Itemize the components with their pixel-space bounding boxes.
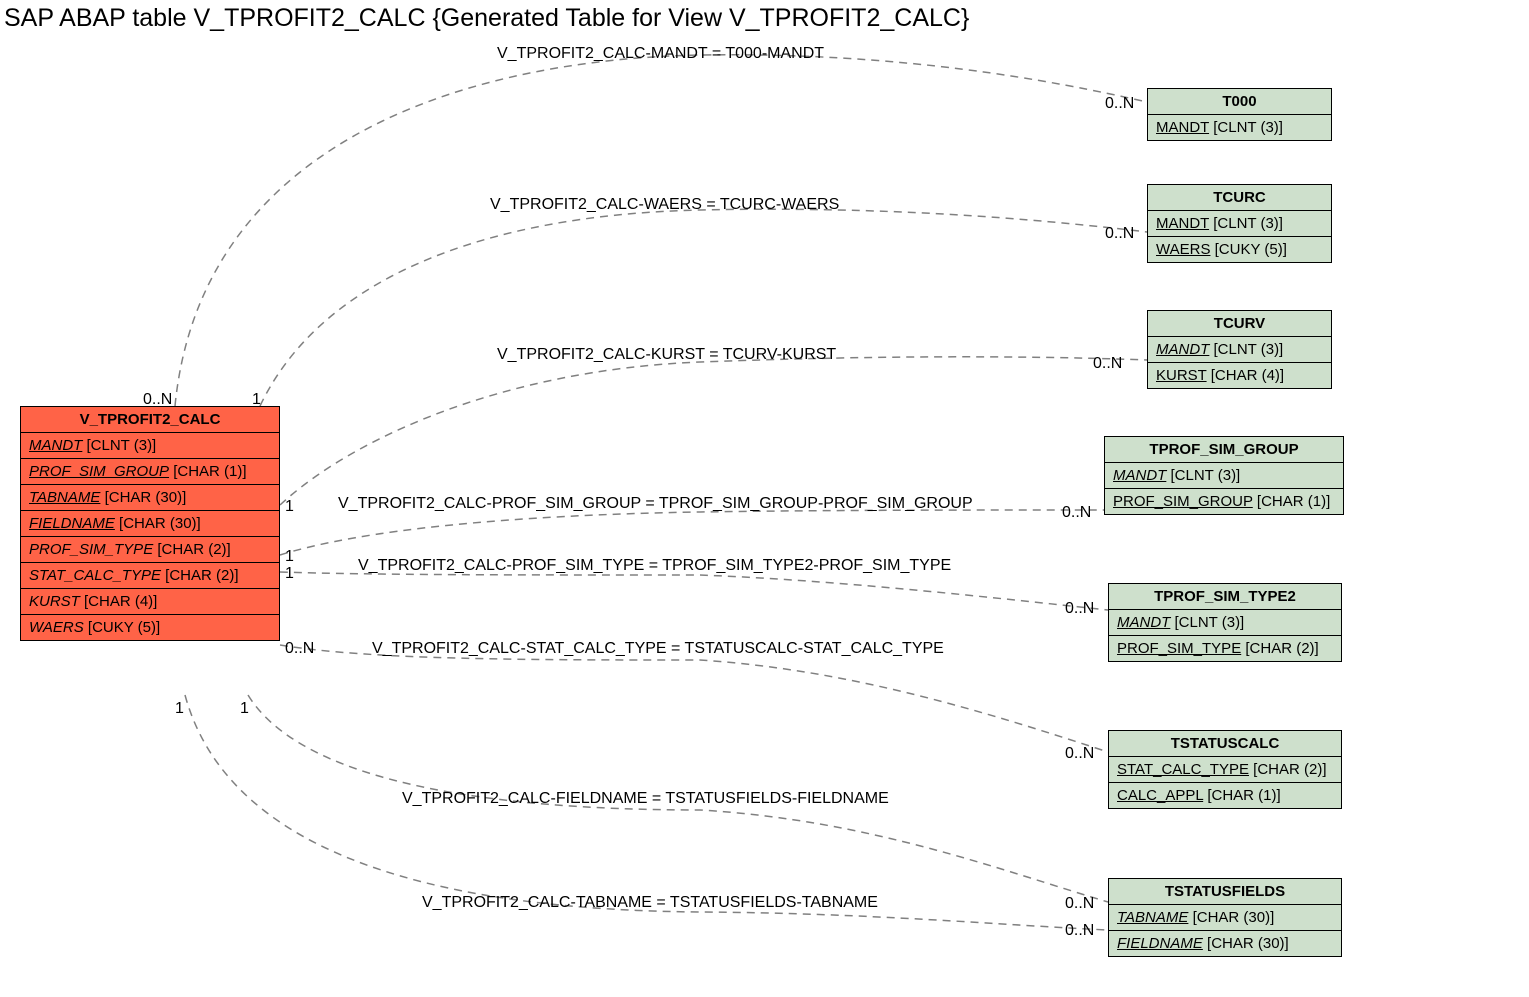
- table-field: PROF_SIM_GROUP [CHAR (1)]: [1105, 489, 1343, 514]
- table-field: STAT_CALC_TYPE [CHAR (2)]: [1109, 757, 1341, 783]
- table-field: MANDT [CLNT (3)]: [21, 433, 279, 459]
- edge-label: V_TPROFIT2_CALC-PROF_SIM_TYPE = TPROF_SI…: [358, 557, 951, 575]
- table-field: KURST [CHAR (4)]: [21, 589, 279, 615]
- cardinality-label: 1: [285, 548, 294, 566]
- ref-table-tsc: TSTATUSCALCSTAT_CALC_TYPE [CHAR (2)]CALC…: [1108, 730, 1342, 809]
- table-field: TABNAME [CHAR (30)]: [1109, 905, 1341, 931]
- cardinality-label: 0..N: [1065, 745, 1094, 763]
- edge-label: V_TPROFIT2_CALC-WAERS = TCURC-WAERS: [490, 196, 839, 214]
- table-field: MANDT [CLNT (3)]: [1148, 115, 1331, 140]
- table-field: MANDT [CLNT (3)]: [1105, 463, 1343, 489]
- main-table: V_TPROFIT2_CALCMANDT [CLNT (3)]PROF_SIM_…: [20, 406, 280, 641]
- table-field: FIELDNAME [CHAR (30)]: [21, 511, 279, 537]
- cardinality-label: 0..N: [1065, 922, 1094, 940]
- table-field: STAT_CALC_TYPE [CHAR (2)]: [21, 563, 279, 589]
- cardinality-label: 0..N: [1105, 225, 1134, 243]
- table-header: T000: [1148, 89, 1331, 115]
- ref-table-tcurc: TCURCMANDT [CLNT (3)]WAERS [CUKY (5)]: [1147, 184, 1332, 263]
- edge-label: V_TPROFIT2_CALC-STAT_CALC_TYPE = TSTATUS…: [372, 640, 944, 658]
- table-field: MANDT [CLNT (3)]: [1148, 337, 1331, 363]
- cardinality-label: 0..N: [1105, 95, 1134, 113]
- table-field: FIELDNAME [CHAR (30)]: [1109, 931, 1341, 956]
- ref-table-tsf: TSTATUSFIELDSTABNAME [CHAR (30)]FIELDNAM…: [1108, 878, 1342, 957]
- cardinality-label: 1: [175, 700, 184, 718]
- table-header: TPROF_SIM_TYPE2: [1109, 584, 1341, 610]
- cardinality-label: 0..N: [1065, 895, 1094, 913]
- table-field: MANDT [CLNT (3)]: [1109, 610, 1341, 636]
- cardinality-label: 1: [240, 700, 249, 718]
- table-field: WAERS [CUKY (5)]: [1148, 237, 1331, 262]
- cardinality-label: 0..N: [285, 640, 314, 658]
- cardinality-label: 1: [285, 565, 294, 583]
- table-field: MANDT [CLNT (3)]: [1148, 211, 1331, 237]
- cardinality-label: 0..N: [1093, 355, 1122, 373]
- ref-table-tpst2: TPROF_SIM_TYPE2MANDT [CLNT (3)]PROF_SIM_…: [1108, 583, 1342, 662]
- table-header: TCURV: [1148, 311, 1331, 337]
- ref-table-tcurv: TCURVMANDT [CLNT (3)]KURST [CHAR (4)]: [1147, 310, 1332, 389]
- edge-label: V_TPROFIT2_CALC-KURST = TCURV-KURST: [497, 346, 836, 364]
- table-header: TPROF_SIM_GROUP: [1105, 437, 1343, 463]
- ref-table-tpsg: TPROF_SIM_GROUPMANDT [CLNT (3)]PROF_SIM_…: [1104, 436, 1344, 515]
- edge-label: V_TPROFIT2_CALC-PROF_SIM_GROUP = TPROF_S…: [338, 495, 973, 513]
- cardinality-label: 0..N: [143, 391, 172, 409]
- table-header: V_TPROFIT2_CALC: [21, 407, 279, 433]
- table-field: PROF_SIM_TYPE [CHAR (2)]: [1109, 636, 1341, 661]
- table-field: PROF_SIM_TYPE [CHAR (2)]: [21, 537, 279, 563]
- table-header: TSTATUSFIELDS: [1109, 879, 1341, 905]
- table-field: PROF_SIM_GROUP [CHAR (1)]: [21, 459, 279, 485]
- cardinality-label: 1: [285, 498, 294, 516]
- table-header: TCURC: [1148, 185, 1331, 211]
- cardinality-label: 0..N: [1065, 600, 1094, 618]
- ref-table-t000: T000MANDT [CLNT (3)]: [1147, 88, 1332, 141]
- table-field: WAERS [CUKY (5)]: [21, 615, 279, 640]
- cardinality-label: 0..N: [1062, 504, 1091, 522]
- edge-label: V_TPROFIT2_CALC-TABNAME = TSTATUSFIELDS-…: [422, 894, 878, 912]
- cardinality-label: 1: [252, 391, 261, 409]
- edge-label: V_TPROFIT2_CALC-FIELDNAME = TSTATUSFIELD…: [402, 790, 889, 808]
- table-field: CALC_APPL [CHAR (1)]: [1109, 783, 1341, 808]
- page-title: SAP ABAP table V_TPROFIT2_CALC {Generate…: [4, 4, 969, 33]
- table-field: TABNAME [CHAR (30)]: [21, 485, 279, 511]
- table-header: TSTATUSCALC: [1109, 731, 1341, 757]
- edge-label: V_TPROFIT2_CALC-MANDT = T000-MANDT: [497, 45, 824, 63]
- table-field: KURST [CHAR (4)]: [1148, 363, 1331, 388]
